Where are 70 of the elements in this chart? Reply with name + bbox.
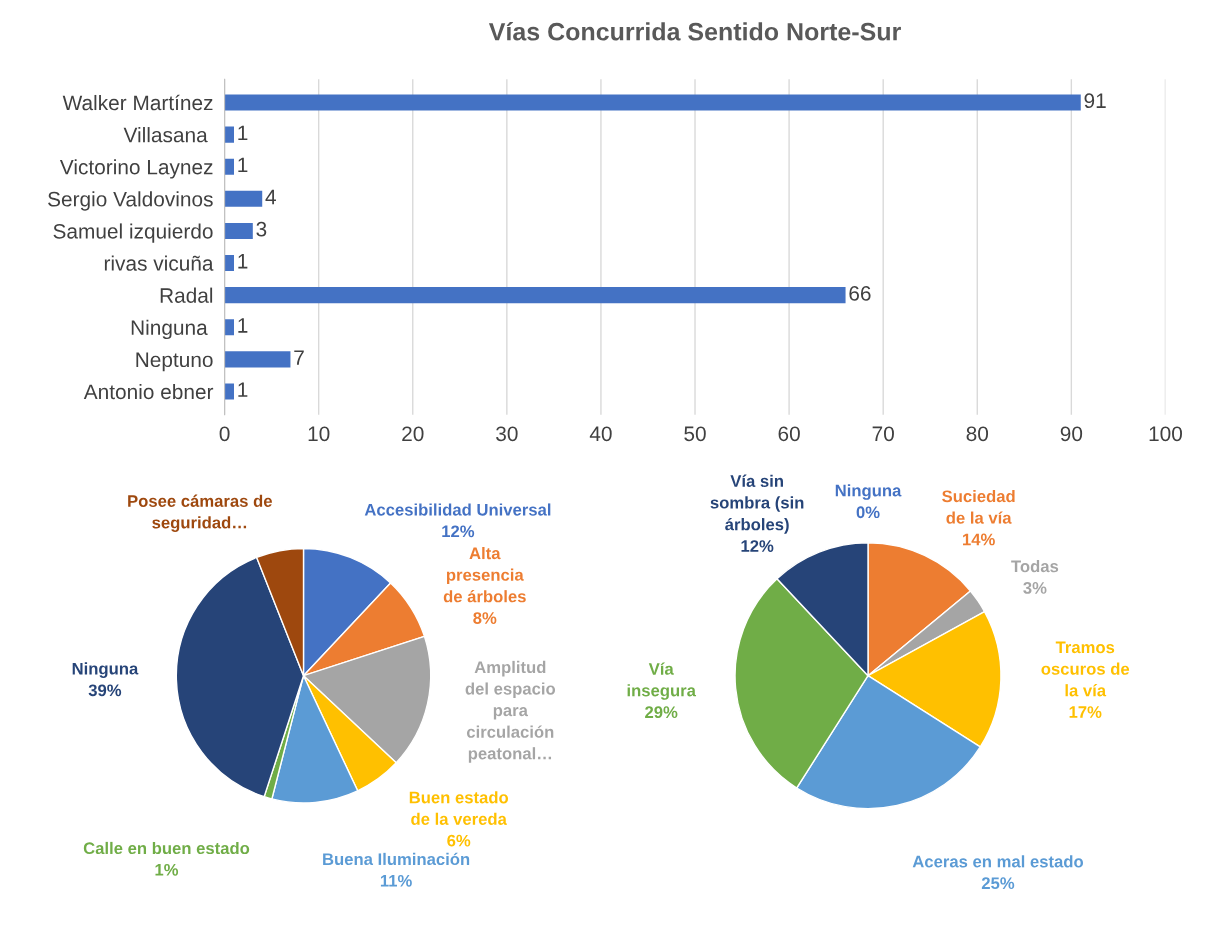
x-tick-label: 30 <box>496 426 518 442</box>
slice-label: Suciedad de la vía <box>942 489 1015 524</box>
chart-title: Vías Concurrida Sentido Norte-Sur <box>488 22 901 41</box>
bar <box>224 351 291 368</box>
x-tick-label: 10 <box>308 426 330 442</box>
x-tick-label: 40 <box>589 426 612 442</box>
y-tick-label: Walker Martínez <box>62 94 213 111</box>
slice-label: Buen estado de la vereda <box>409 791 509 825</box>
slice-label: Amplitud del espacio para circulación peatonal… <box>465 660 556 763</box>
y-tick-label: Radal <box>160 287 213 303</box>
slice-label: Accesibilidad Universal <box>364 503 551 516</box>
slice-label: Buena Iluminación <box>323 852 470 866</box>
x-tick-label: 20 <box>402 426 424 442</box>
y-tick-label: Ninguna <box>131 319 208 340</box>
y-tick-label: Victorino Laynez <box>59 159 213 179</box>
y-tick-label: Villasana <box>123 127 208 143</box>
x-tick-label: 60 <box>778 426 800 442</box>
bar <box>224 126 234 143</box>
x-tick-label: 80 <box>966 426 989 442</box>
data-label: 66 <box>849 285 871 301</box>
bar <box>224 383 234 400</box>
y-tick-label: Samuel izquierdo <box>53 223 213 243</box>
data-label: 14% <box>963 533 995 546</box>
bar <box>224 222 253 239</box>
slice-label: Aceras en mal estado <box>912 855 1084 868</box>
y-tick-label: rivas vicuña <box>104 255 214 271</box>
y-tick-label: Neptuno <box>136 352 213 372</box>
data-label: 7 <box>294 350 304 365</box>
slice-label: Vía sin sombra (sin árboles) <box>710 474 804 534</box>
x-tick-label: 50 <box>684 426 706 442</box>
data-label: 1 <box>238 318 248 333</box>
bar <box>224 94 1081 111</box>
x-tick-label: 100 <box>1149 426 1183 442</box>
bar <box>224 287 846 304</box>
slice-label: Todas <box>1011 559 1059 573</box>
data-label: 91 <box>1084 93 1106 109</box>
slice-label: Vía insegura <box>627 662 697 700</box>
bar <box>224 319 234 336</box>
slice-label: Ninguna <box>72 662 139 678</box>
data-label: 3 <box>256 221 267 237</box>
data-label: 3% <box>1023 582 1047 594</box>
data-label: 1 <box>238 125 248 140</box>
slice-label: Posee cámaras de seguridad… <box>128 494 272 532</box>
slice-label: Calle en buen estado <box>83 841 250 855</box>
y-tick-label: Sergio Valdovinos <box>48 191 213 211</box>
data-label: 1% <box>155 863 179 876</box>
x-tick-label: 0 <box>219 426 230 442</box>
bar <box>224 190 263 207</box>
data-label: 12% <box>741 540 774 552</box>
data-label: 17% <box>1069 706 1102 718</box>
data-label: 1 <box>238 382 248 397</box>
data-label: 1 <box>238 254 248 269</box>
category-label: Ninguna <box>835 484 902 500</box>
slice-label: Alta presencia de árboles <box>443 546 526 603</box>
y-tick-label: Antonio ebner <box>83 383 214 400</box>
bar <box>224 255 234 272</box>
data-label: 29% <box>645 706 678 719</box>
bar <box>224 158 234 175</box>
text: 0% <box>856 506 880 519</box>
data-label: 11% <box>380 874 412 887</box>
data-label: 1 <box>238 157 248 173</box>
data-label: 39% <box>88 684 122 697</box>
data-label: 12% <box>442 525 475 538</box>
data-label: 25% <box>981 877 1015 890</box>
x-tick-label: 70 <box>872 426 894 442</box>
data-label: 4 <box>265 189 276 205</box>
slice-label: Tramos oscuros de la vía <box>1041 641 1130 697</box>
x-tick-label: 90 <box>1060 426 1083 442</box>
data-label: 6% <box>447 834 471 847</box>
data-label: 8% <box>473 612 497 624</box>
